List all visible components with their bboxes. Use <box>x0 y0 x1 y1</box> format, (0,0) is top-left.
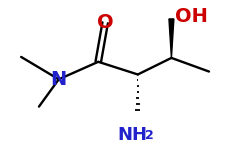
Text: O: O <box>97 13 113 32</box>
Polygon shape <box>169 19 174 58</box>
Text: NH: NH <box>118 126 148 144</box>
Text: 2: 2 <box>145 129 153 142</box>
Text: N: N <box>51 70 67 89</box>
Text: OH: OH <box>175 8 208 27</box>
